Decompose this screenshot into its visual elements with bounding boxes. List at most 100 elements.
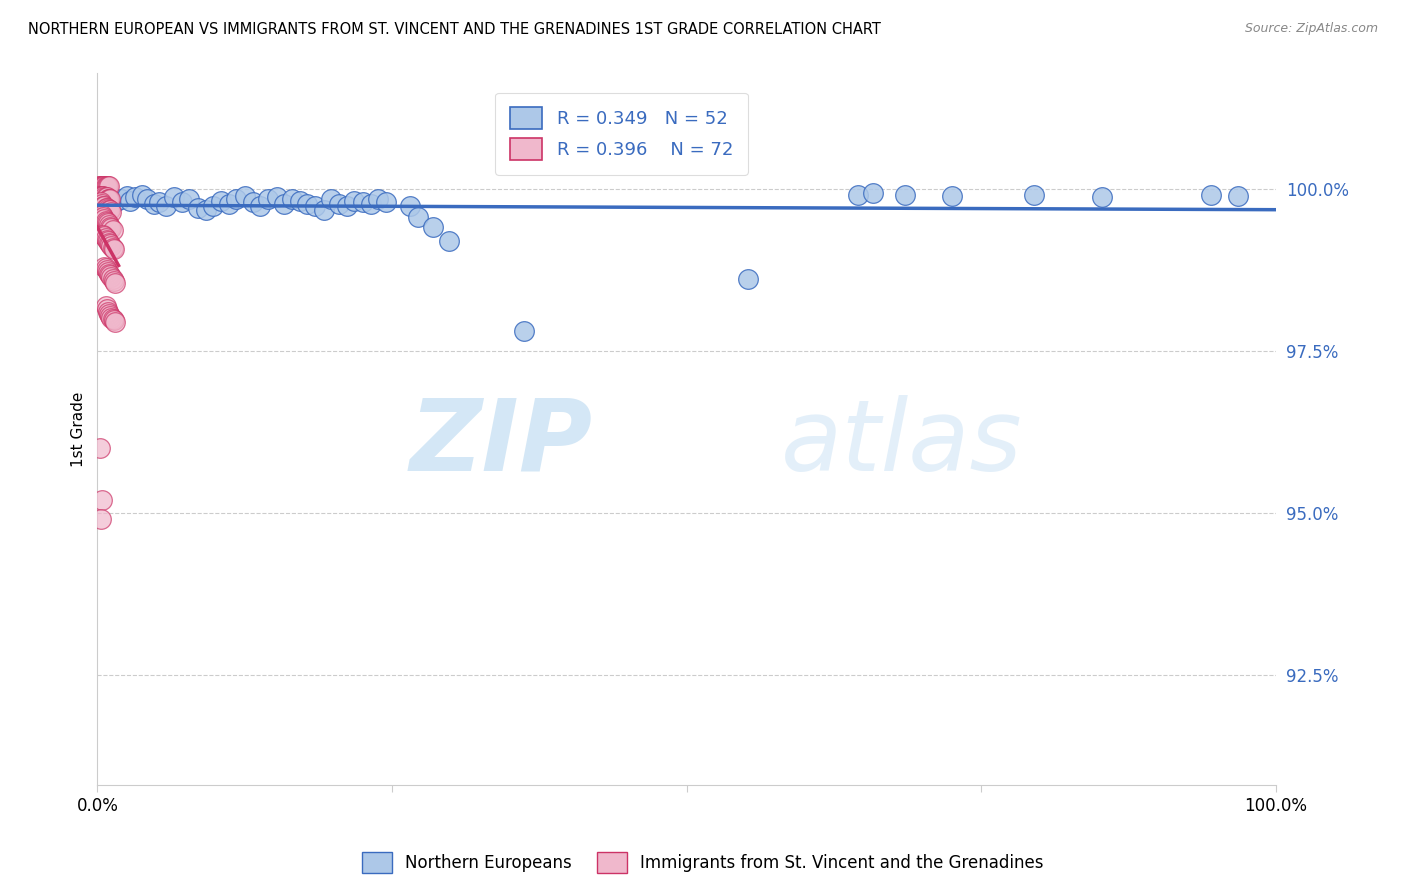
Point (110, 192, 132, 206)
Point (100, 221, 122, 235)
Point (104, 277, 127, 291)
Point (97, 179, 120, 194)
Point (94, 299, 117, 313)
Point (1024, 187, 1046, 202)
Point (94, 190, 117, 204)
Text: NORTHERN EUROPEAN VS IMMIGRANTS FROM ST. VINCENT AND THE GRENADINES 1ST GRADE CO: NORTHERN EUROPEAN VS IMMIGRANTS FROM ST.… (28, 22, 882, 37)
Point (233, 189, 256, 203)
Point (98, 203, 121, 218)
Point (513, 324, 536, 338)
Point (90, 189, 112, 203)
Point (172, 195, 194, 210)
Point (98, 179, 121, 194)
Point (93, 199, 115, 213)
Point (406, 210, 429, 224)
Point (319, 192, 342, 206)
Point (124, 190, 146, 204)
Point (96, 233, 118, 247)
Point (91, 179, 114, 194)
Point (96, 215, 118, 229)
Point (97, 265, 120, 279)
Point (103, 242, 125, 256)
Point (422, 219, 444, 234)
Point (98, 192, 121, 206)
Point (131, 187, 153, 202)
Point (328, 196, 350, 211)
Point (101, 241, 124, 255)
Text: Source: ZipAtlas.com: Source: ZipAtlas.com (1244, 22, 1378, 36)
Point (100, 205, 122, 219)
Point (89, 442, 111, 456)
Point (225, 192, 247, 206)
Point (360, 196, 382, 211)
Point (98, 309, 121, 323)
Point (242, 195, 264, 210)
Point (148, 195, 170, 210)
Point (91, 189, 114, 203)
Point (201, 199, 224, 213)
Point (91, 179, 114, 194)
Point (367, 192, 389, 206)
Point (94, 261, 117, 276)
Point (98, 192, 121, 206)
Point (94, 213, 117, 227)
Point (98, 268, 121, 282)
Point (273, 196, 295, 211)
Point (941, 189, 963, 203)
Point (343, 194, 366, 208)
Point (163, 190, 186, 204)
Point (91, 227, 114, 242)
Y-axis label: 1st Grade: 1st Grade (72, 392, 86, 467)
Point (90, 195, 112, 210)
Point (90, 512, 112, 526)
Point (97, 216, 120, 230)
Point (97, 202, 120, 216)
Point (295, 196, 318, 211)
Point (98, 203, 121, 218)
Point (98, 219, 121, 234)
Point (120, 194, 142, 208)
Point (103, 274, 125, 288)
Point (91, 196, 114, 211)
Point (135, 192, 157, 206)
Point (96, 190, 118, 204)
Text: atlas: atlas (780, 394, 1022, 491)
Point (155, 199, 177, 213)
Legend: R = 0.349   N = 52, R = 0.396    N = 72: R = 0.349 N = 52, R = 0.396 N = 72 (495, 93, 748, 175)
Point (100, 269, 122, 284)
Point (94, 201, 117, 215)
Point (894, 187, 917, 202)
Point (100, 310, 122, 325)
Point (115, 189, 138, 203)
Point (209, 194, 232, 208)
Point (96, 201, 118, 215)
Point (194, 203, 217, 218)
Point (312, 203, 335, 218)
Point (96, 179, 118, 194)
Point (103, 313, 125, 327)
Point (98, 267, 121, 281)
Point (375, 195, 398, 210)
Point (91, 189, 114, 203)
Point (100, 239, 122, 253)
Point (96, 263, 118, 277)
Point (93, 190, 115, 204)
Point (101, 311, 124, 326)
Point (93, 229, 115, 244)
Point (90, 179, 112, 194)
Point (97, 234, 120, 248)
Point (352, 195, 374, 210)
Point (97, 192, 120, 206)
Point (846, 187, 869, 202)
Point (96, 302, 118, 317)
Point (94, 179, 117, 194)
Point (104, 195, 127, 210)
Point (187, 201, 209, 215)
Point (437, 234, 460, 248)
Point (91, 199, 114, 213)
Point (249, 199, 271, 213)
Point (97, 305, 120, 319)
Point (91, 210, 114, 224)
Point (1091, 190, 1114, 204)
Point (142, 196, 165, 211)
